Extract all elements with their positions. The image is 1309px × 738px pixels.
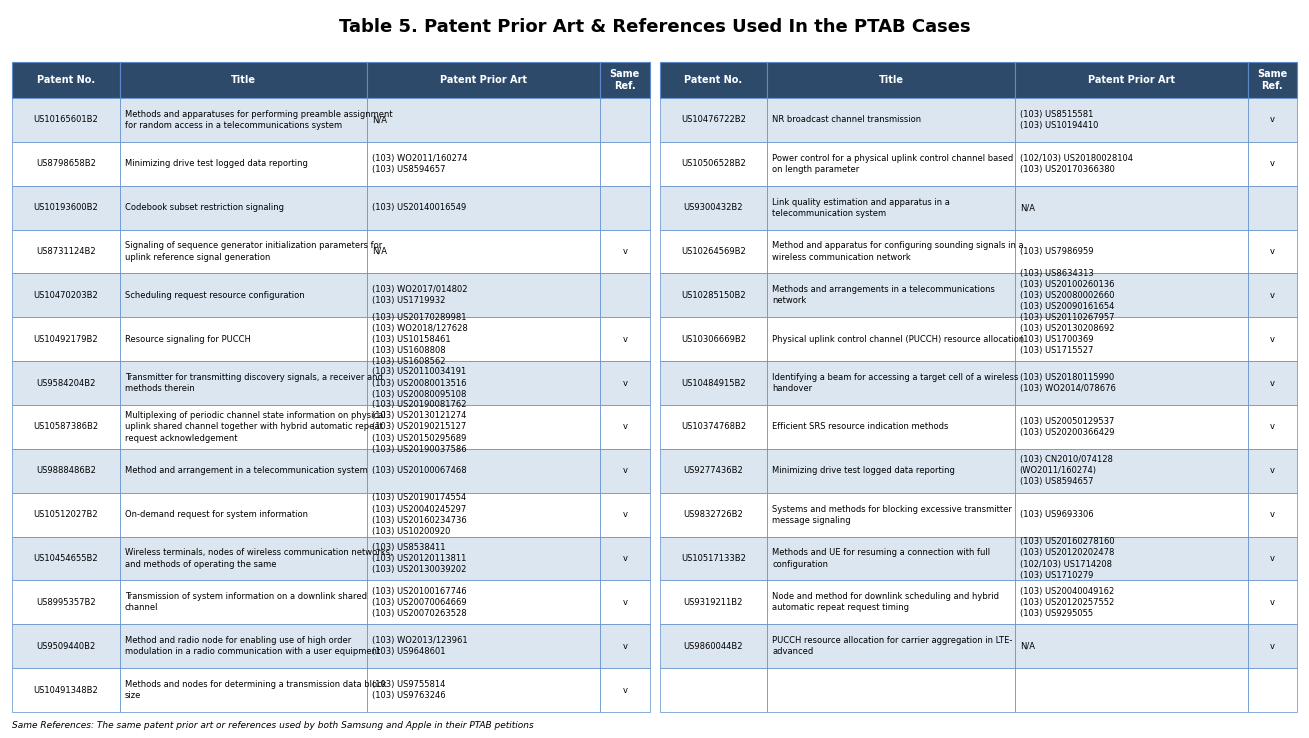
- FancyBboxPatch shape: [767, 580, 1014, 624]
- FancyBboxPatch shape: [660, 361, 767, 405]
- Text: Methods and apparatuses for performing preamble assignment
for random access in : Methods and apparatuses for performing p…: [124, 110, 393, 130]
- Text: Resource signaling for PUCCH: Resource signaling for PUCCH: [124, 335, 250, 344]
- Text: US9860044B2: US9860044B2: [683, 642, 744, 651]
- FancyBboxPatch shape: [12, 317, 119, 361]
- FancyBboxPatch shape: [1014, 405, 1247, 449]
- Text: N/A: N/A: [372, 247, 387, 256]
- FancyBboxPatch shape: [600, 537, 649, 580]
- FancyBboxPatch shape: [660, 98, 767, 142]
- Text: v: v: [1270, 466, 1275, 475]
- FancyBboxPatch shape: [367, 273, 600, 317]
- Text: US9319211B2: US9319211B2: [683, 598, 744, 607]
- Text: Minimizing drive test logged data reporting: Minimizing drive test logged data report…: [772, 466, 956, 475]
- FancyBboxPatch shape: [767, 405, 1014, 449]
- Text: US10476722B2: US10476722B2: [681, 115, 746, 125]
- FancyBboxPatch shape: [1014, 361, 1247, 405]
- Text: US9832726B2: US9832726B2: [683, 510, 744, 519]
- Text: (103) US8634313
(103) US20100260136
(103) US20080002660
(103) US20090161654
(103: (103) US8634313 (103) US20100260136 (103…: [1020, 269, 1114, 322]
- FancyBboxPatch shape: [119, 142, 367, 186]
- Text: US10517133B2: US10517133B2: [681, 554, 746, 563]
- FancyBboxPatch shape: [12, 186, 119, 230]
- Text: US10264569B2: US10264569B2: [681, 247, 746, 256]
- FancyBboxPatch shape: [367, 405, 600, 449]
- FancyBboxPatch shape: [367, 537, 600, 580]
- FancyBboxPatch shape: [119, 449, 367, 493]
- Text: US8731124B2: US8731124B2: [37, 247, 96, 256]
- Text: (103) US20130208692
(103) US1700369
(103) US1715527: (103) US20130208692 (103) US1700369 (103…: [1020, 324, 1114, 355]
- Text: US10484915B2: US10484915B2: [681, 379, 746, 387]
- FancyBboxPatch shape: [1247, 186, 1297, 230]
- Text: On-demand request for system information: On-demand request for system information: [124, 510, 308, 519]
- FancyBboxPatch shape: [1014, 186, 1247, 230]
- FancyBboxPatch shape: [1014, 493, 1247, 537]
- FancyBboxPatch shape: [119, 624, 367, 668]
- FancyBboxPatch shape: [1014, 142, 1247, 186]
- Text: N/A: N/A: [1020, 642, 1034, 651]
- Text: Method and arrangement in a telecommunication system: Method and arrangement in a telecommunic…: [124, 466, 368, 475]
- Text: (103) US7986959: (103) US7986959: [1020, 247, 1093, 256]
- Text: US10165601B2: US10165601B2: [34, 115, 98, 125]
- FancyBboxPatch shape: [1014, 537, 1247, 580]
- Text: Multiplexing of periodic channel state information on physical
uplink shared cha: Multiplexing of periodic channel state i…: [124, 411, 385, 443]
- FancyBboxPatch shape: [660, 493, 767, 537]
- FancyBboxPatch shape: [600, 405, 649, 449]
- Text: (103) US20040049162
(103) US20120257552
(103) US9295055: (103) US20040049162 (103) US20120257552 …: [1020, 587, 1114, 618]
- Text: (103) US20190174554
(103) US20040245297
(103) US20160234736
(103) US10200920: (103) US20190174554 (103) US20040245297 …: [372, 494, 467, 536]
- FancyBboxPatch shape: [1014, 624, 1247, 668]
- FancyBboxPatch shape: [600, 580, 649, 624]
- Text: v: v: [1270, 379, 1275, 387]
- Text: Physical uplink control channel (PUCCH) resource allocation: Physical uplink control channel (PUCCH) …: [772, 335, 1025, 344]
- FancyBboxPatch shape: [660, 142, 767, 186]
- FancyBboxPatch shape: [367, 668, 600, 712]
- FancyBboxPatch shape: [12, 624, 119, 668]
- FancyBboxPatch shape: [367, 449, 600, 493]
- Text: US8798658B2: US8798658B2: [35, 159, 96, 168]
- FancyBboxPatch shape: [1014, 230, 1247, 273]
- Text: Method and apparatus for configuring sounding signals in a
wireless communicatio: Method and apparatus for configuring sou…: [772, 241, 1024, 261]
- FancyBboxPatch shape: [119, 186, 367, 230]
- FancyBboxPatch shape: [767, 668, 1014, 712]
- Text: Scheduling request resource configuration: Scheduling request resource configuratio…: [124, 291, 304, 300]
- Text: US10470203B2: US10470203B2: [34, 291, 98, 300]
- Text: v: v: [622, 422, 627, 432]
- FancyBboxPatch shape: [600, 230, 649, 273]
- Text: v: v: [622, 642, 627, 651]
- Text: (103) US9693306: (103) US9693306: [1020, 510, 1093, 519]
- FancyBboxPatch shape: [660, 273, 767, 317]
- FancyBboxPatch shape: [600, 493, 649, 537]
- FancyBboxPatch shape: [1014, 449, 1247, 493]
- FancyBboxPatch shape: [660, 537, 767, 580]
- Text: US10512027B2: US10512027B2: [34, 510, 98, 519]
- FancyBboxPatch shape: [12, 405, 119, 449]
- Text: v: v: [1270, 335, 1275, 344]
- Text: v: v: [1270, 291, 1275, 300]
- FancyBboxPatch shape: [600, 361, 649, 405]
- FancyBboxPatch shape: [767, 273, 1014, 317]
- Text: (103) US20050129537
(103) US20200366429: (103) US20050129537 (103) US20200366429: [1020, 417, 1114, 437]
- FancyBboxPatch shape: [1014, 317, 1247, 361]
- Text: (103) CN2010/074128
(WO2011/160274)
(103) US8594657: (103) CN2010/074128 (WO2011/160274) (103…: [1020, 455, 1113, 486]
- Text: Efficient SRS resource indication methods: Efficient SRS resource indication method…: [772, 422, 949, 432]
- Text: US8995357B2: US8995357B2: [37, 598, 96, 607]
- FancyBboxPatch shape: [12, 449, 119, 493]
- FancyBboxPatch shape: [767, 317, 1014, 361]
- Text: Transmission of system information on a downlink shared
channel: Transmission of system information on a …: [124, 593, 367, 613]
- FancyBboxPatch shape: [119, 361, 367, 405]
- Text: v: v: [622, 554, 627, 563]
- Text: (103) US20100167746
(103) US20070064669
(103) US20070263528: (103) US20100167746 (103) US20070064669 …: [372, 587, 467, 618]
- FancyBboxPatch shape: [367, 230, 600, 273]
- FancyBboxPatch shape: [1247, 98, 1297, 142]
- Text: Link quality estimation and apparatus in a
telecommunication system: Link quality estimation and apparatus in…: [772, 198, 950, 218]
- Text: v: v: [1270, 115, 1275, 125]
- FancyBboxPatch shape: [12, 142, 119, 186]
- FancyBboxPatch shape: [119, 273, 367, 317]
- Text: v: v: [1270, 247, 1275, 256]
- FancyBboxPatch shape: [1247, 142, 1297, 186]
- FancyBboxPatch shape: [600, 62, 649, 98]
- FancyBboxPatch shape: [1014, 668, 1247, 712]
- FancyBboxPatch shape: [367, 361, 600, 405]
- Text: Minimizing drive test logged data reporting: Minimizing drive test logged data report…: [124, 159, 308, 168]
- FancyBboxPatch shape: [119, 537, 367, 580]
- FancyBboxPatch shape: [367, 317, 600, 361]
- FancyBboxPatch shape: [367, 624, 600, 668]
